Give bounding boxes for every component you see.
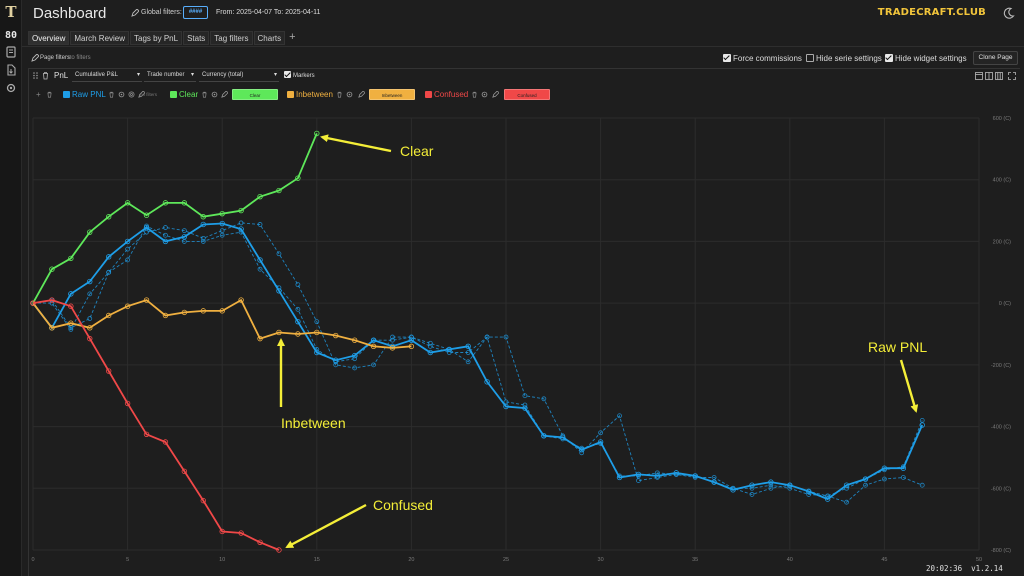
gear-icon[interactable] [481, 91, 488, 98]
series-color-swatch[interactable] [63, 91, 70, 98]
trash-icon[interactable] [46, 91, 53, 98]
widget-toolbar: PnL Cumulative P&L ▾ Trade number ▾ Curren… [28, 70, 1020, 82]
maximize-icon[interactable] [1008, 72, 1016, 80]
widget-name[interactable]: PnL [54, 71, 69, 80]
unit-select[interactable]: Currency (total) ▾ [199, 70, 279, 82]
trash-icon[interactable] [201, 91, 208, 98]
trash-icon[interactable] [41, 71, 50, 80]
series-filter-value: no filters [140, 92, 158, 97]
pencil-icon[interactable] [138, 91, 145, 98]
markers-option[interactable]: Markers [284, 71, 315, 79]
chevron-down-icon: ▾ [136, 72, 140, 78]
markers-checkbox[interactable] [284, 71, 291, 78]
brand-logo[interactable]: TRADECRAFT.CLUB [877, 7, 986, 18]
series-filter-chip[interactable]: Clear [232, 89, 278, 100]
drag-handle-icon[interactable] [31, 71, 40, 80]
columns-icon[interactable] [995, 72, 1003, 80]
add-tab-button[interactable]: + [289, 31, 296, 43]
pencil-icon[interactable] [31, 53, 40, 62]
hide-serie-settings-label: Hide serie settings [816, 54, 882, 63]
series-color-swatch[interactable] [425, 91, 432, 98]
page-filters-value: no filters [68, 55, 91, 61]
target-icon[interactable] [128, 91, 135, 98]
pencil-icon[interactable] [358, 91, 365, 98]
series-settings-row: + Raw PNL no filters Clear Clear Inbetwe… [28, 88, 1024, 102]
markers-label: Markers [293, 73, 315, 79]
series-color-swatch[interactable] [170, 91, 177, 98]
chevron-down-icon: ▾ [190, 72, 194, 78]
import-icon[interactable] [5, 64, 17, 76]
header: Dashboard Global filters: #### From: 202… [22, 0, 1024, 28]
dashboard-icon[interactable]: 80 [5, 28, 17, 40]
global-filters-badge[interactable]: #### [183, 6, 208, 19]
force-commissions-checkbox[interactable] [723, 54, 731, 62]
status-bar: 20:02:36 v1.2.14 [926, 564, 1003, 573]
x-axis-select[interactable]: Trade number ▾ [144, 70, 196, 82]
series-name-confused[interactable]: Confused [434, 90, 469, 99]
date-range: From: 2025-04-07 To: 2025-04-11 [216, 9, 321, 16]
app-logo[interactable]: T [5, 3, 17, 21]
hide-widget-settings-checkbox[interactable] [885, 54, 893, 62]
force-commissions-label: Force commissions [733, 54, 802, 63]
page-filters-label: Page filters: [40, 55, 72, 61]
app-version: v1.2.14 [971, 564, 1003, 573]
tab-overview[interactable]: Overview [28, 31, 70, 45]
page-tabs: Overview March Review Tags by PnL Stats … [28, 31, 299, 45]
pencil-icon[interactable] [221, 91, 228, 98]
series-name-clear[interactable]: Clear [179, 90, 199, 99]
add-series-icon[interactable]: + [36, 90, 41, 99]
series-name-raw-pnl[interactable]: Raw PNL [72, 90, 106, 99]
settings-icon[interactable] [5, 82, 17, 94]
series-color-swatch[interactable] [287, 91, 294, 98]
gear-icon[interactable] [346, 91, 353, 98]
tab-tag-filters[interactable]: Tag filters [210, 31, 253, 45]
tab-march-review[interactable]: March Review [70, 31, 130, 45]
unit-select-value: Currency (total) [202, 72, 244, 78]
gear-icon[interactable] [118, 91, 125, 98]
series-filter-chip[interactable]: Inbetween [369, 89, 415, 100]
x-axis-select-value: Trade number [147, 72, 185, 78]
tabs-divider [22, 46, 1024, 47]
pencil-icon[interactable] [131, 8, 140, 17]
clone-page-button[interactable]: Clone Page [973, 51, 1018, 65]
metric-select-value: Cumulative P&L [75, 72, 119, 78]
page-title: Dashboard [33, 5, 107, 22]
series-filter-chip[interactable]: Confused [504, 89, 550, 100]
gear-icon[interactable] [211, 91, 218, 98]
theme-toggle-icon[interactable] [1003, 7, 1015, 19]
tab-stats[interactable]: Stats [183, 31, 210, 45]
hide-serie-settings-option[interactable]: Hide serie settings [806, 54, 882, 63]
journal-icon[interactable] [5, 46, 17, 58]
trash-icon[interactable] [108, 91, 115, 98]
force-commissions-option[interactable]: Force commissions [723, 54, 802, 63]
hide-widget-settings-label: Hide widget settings [895, 54, 967, 63]
global-filters-label: Global filters: [141, 9, 182, 16]
chevron-down-icon: ▾ [273, 72, 277, 78]
window-icon[interactable] [975, 72, 983, 80]
metric-select[interactable]: Cumulative P&L ▾ [72, 70, 142, 82]
split-view-icon[interactable] [985, 72, 993, 80]
svg-text:80: 80 [5, 30, 17, 40]
clock: 20:02:36 [926, 564, 963, 573]
series-name-inbetween[interactable]: Inbetween [296, 90, 333, 99]
left-rail: T 80 [0, 0, 22, 576]
hide-serie-settings-checkbox[interactable] [806, 54, 814, 62]
tab-charts[interactable]: Charts [253, 31, 286, 45]
hide-widget-settings-option[interactable]: Hide widget settings [885, 54, 967, 63]
trash-icon[interactable] [471, 91, 478, 98]
trash-icon[interactable] [336, 91, 343, 98]
pnl-widget [28, 68, 1020, 576]
pencil-icon[interactable] [492, 91, 499, 98]
tab-tags-by-pnl[interactable]: Tags by PnL [130, 31, 183, 45]
